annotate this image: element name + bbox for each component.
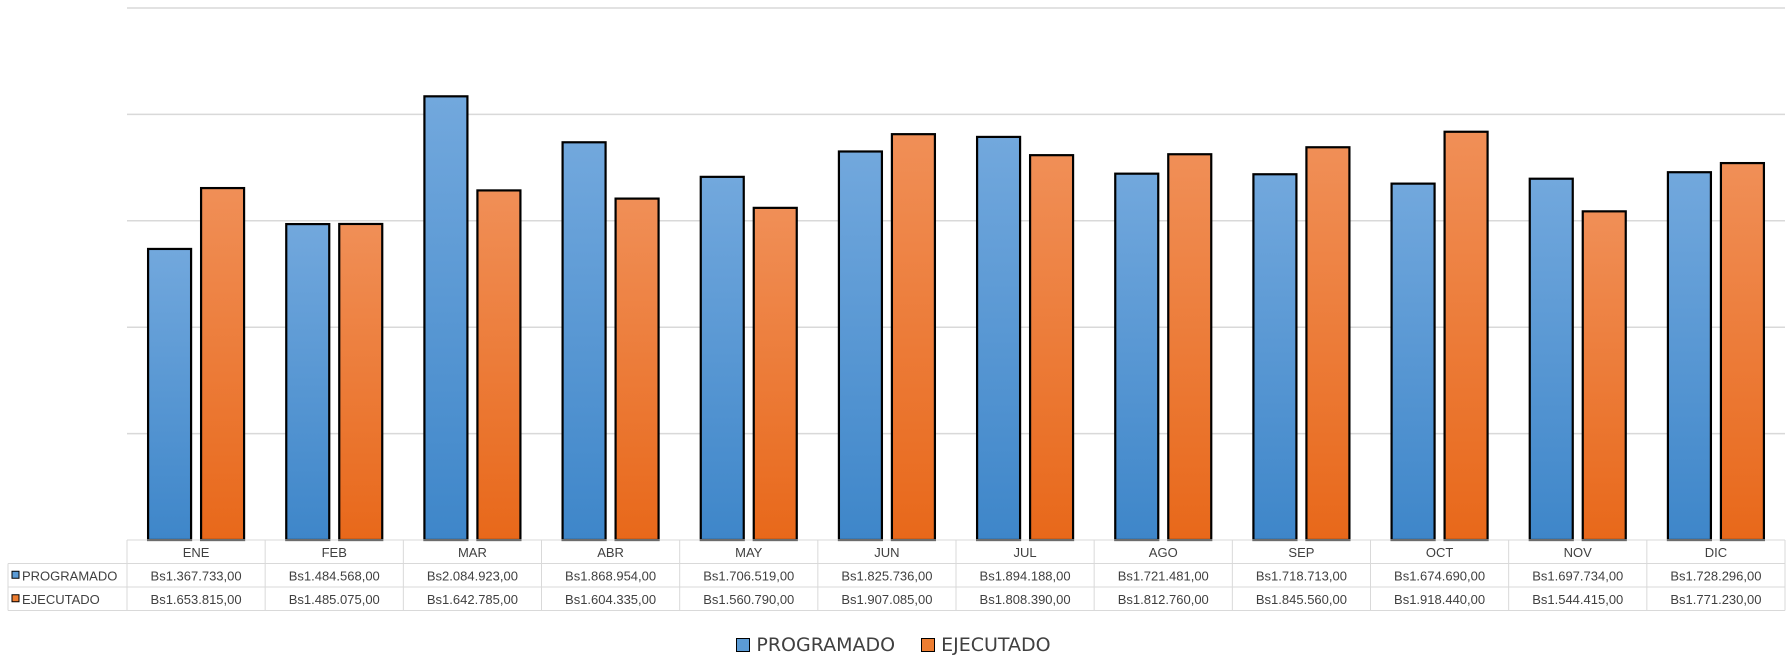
- data-label-ejecutado-sep: Bs1.845.560,00: [1256, 592, 1347, 607]
- legend-item-programado[interactable]: PROGRAMADO: [736, 634, 895, 656]
- bar-programado-oct: [1390, 182, 1436, 542]
- bar-programado-nov: [1528, 177, 1574, 542]
- data-label-ejecutado-mar: Bs1.642.785,00: [427, 592, 518, 607]
- bar-programado-dic: [1666, 171, 1713, 542]
- bar-programado-mar: [423, 95, 469, 542]
- data-label-programado-ene: Bs1.367.733,00: [151, 568, 242, 583]
- data-label-programado-jun: Bs1.825.736,00: [841, 568, 932, 583]
- bar-ejecutado-sep: [1305, 146, 1351, 542]
- tick-label-jul: JUL: [1014, 545, 1037, 560]
- bar-programado-jun: [837, 150, 884, 542]
- data-label-programado-abr: Bs1.868.954,00: [565, 568, 656, 583]
- tick-label-ago: AGO: [1149, 545, 1178, 560]
- data-label-ejecutado-nov: Bs1.544.415,00: [1532, 592, 1623, 607]
- data-label-ejecutado-jul: Bs1.808.390,00: [980, 592, 1071, 607]
- legend-swatch-ejecutado: [921, 638, 936, 652]
- data-label-ejecutado-abr: Bs1.604.335,00: [565, 592, 656, 607]
- data-label-programado-ago: Bs1.721.481,00: [1118, 568, 1209, 583]
- bar-programado-sep: [1252, 173, 1298, 542]
- bar-ejecutado-may: [752, 206, 798, 542]
- data-label-programado-feb: Bs1.484.568,00: [289, 568, 380, 583]
- data-label-programado-mar: Bs2.084.923,00: [427, 568, 518, 583]
- tick-label-mar: MAR: [458, 545, 487, 560]
- legend-label-programado: PROGRAMADO: [756, 634, 896, 656]
- bar-programado-may: [699, 175, 745, 542]
- table-key-ejecutado: [11, 594, 20, 603]
- data-label-ejecutado-may: Bs1.560.790,00: [703, 592, 794, 607]
- data-label-programado-dic: Bs1.728.296,00: [1670, 568, 1761, 583]
- data-label-programado-may: Bs1.706.519,00: [703, 568, 794, 583]
- legend-swatch-programado: [736, 638, 751, 652]
- data-label-programado-jul: Bs1.894.188,00: [980, 568, 1071, 583]
- legend: PROGRAMADO EJECUTADO: [0, 632, 1787, 658]
- data-label-ejecutado-jun: Bs1.907.085,00: [841, 592, 932, 607]
- bar-ejecutado-jul: [1028, 154, 1075, 542]
- bar-ejecutado-mar: [476, 189, 522, 542]
- bar-programado-jul: [975, 135, 1022, 542]
- data-label-programado-nov: Bs1.697.734,00: [1532, 568, 1623, 583]
- bar-programado-feb: [285, 222, 331, 542]
- tick-label-ene: ENE: [183, 545, 210, 560]
- tick-label-dic: DIC: [1705, 545, 1727, 560]
- tick-label-nov: NOV: [1564, 545, 1593, 560]
- data-label-programado-oct: Bs1.674.690,00: [1394, 568, 1485, 583]
- table-series-label-ejecutado: EJECUTADO: [22, 592, 100, 607]
- bar-ejecutado-dic: [1719, 161, 1766, 542]
- tick-label-feb: FEB: [322, 545, 347, 560]
- bar-ejecutado-feb: [338, 222, 384, 542]
- table-key-programado: [11, 570, 20, 579]
- data-label-ejecutado-feb: Bs1.485.075,00: [289, 592, 380, 607]
- data-label-ejecutado-dic: Bs1.771.230,00: [1670, 592, 1761, 607]
- bar-ejecutado-oct: [1443, 130, 1489, 542]
- data-table: ENE FEB MAR ABR MAY JUN JUL AGO SEP OCT NOV DIC PROG…: [7, 539, 1786, 611]
- legend-item-ejecutado[interactable]: EJECUTADO: [921, 634, 1051, 656]
- bar-programado-ago: [1114, 172, 1160, 542]
- bars: [146, 95, 1766, 542]
- tick-label-sep: SEP: [1288, 545, 1314, 560]
- tick-label-oct: OCT: [1426, 545, 1454, 560]
- bar-ejecutado-nov: [1581, 210, 1627, 542]
- bar-ejecutado-ene: [199, 186, 246, 542]
- bar-programado-abr: [561, 141, 607, 542]
- bar-ejecutado-jun: [890, 133, 937, 542]
- table-series-label-programado: PROGRAMADO: [22, 568, 117, 583]
- tick-label-may: MAY: [735, 545, 763, 560]
- gridlines: [127, 7, 1785, 435]
- bar-ejecutado-ago: [1167, 153, 1213, 542]
- bar-ejecutado-abr: [614, 197, 660, 542]
- data-label-programado-sep: Bs1.718.713,00: [1256, 568, 1347, 583]
- data-label-ejecutado-ene: Bs1.653.815,00: [151, 592, 242, 607]
- data-label-ejecutado-ago: Bs1.812.760,00: [1118, 592, 1209, 607]
- bar-programado-ene: [146, 247, 193, 542]
- tick-label-abr: ABR: [597, 545, 624, 560]
- tick-label-jun: JUN: [874, 545, 899, 560]
- legend-label-ejecutado: EJECUTADO: [941, 634, 1051, 656]
- data-label-ejecutado-oct: Bs1.918.440,00: [1394, 592, 1485, 607]
- bar-chart: ENE FEB MAR ABR MAY JUN JUL AGO SEP OCT NOV DIC PROG…: [7, 7, 1786, 611]
